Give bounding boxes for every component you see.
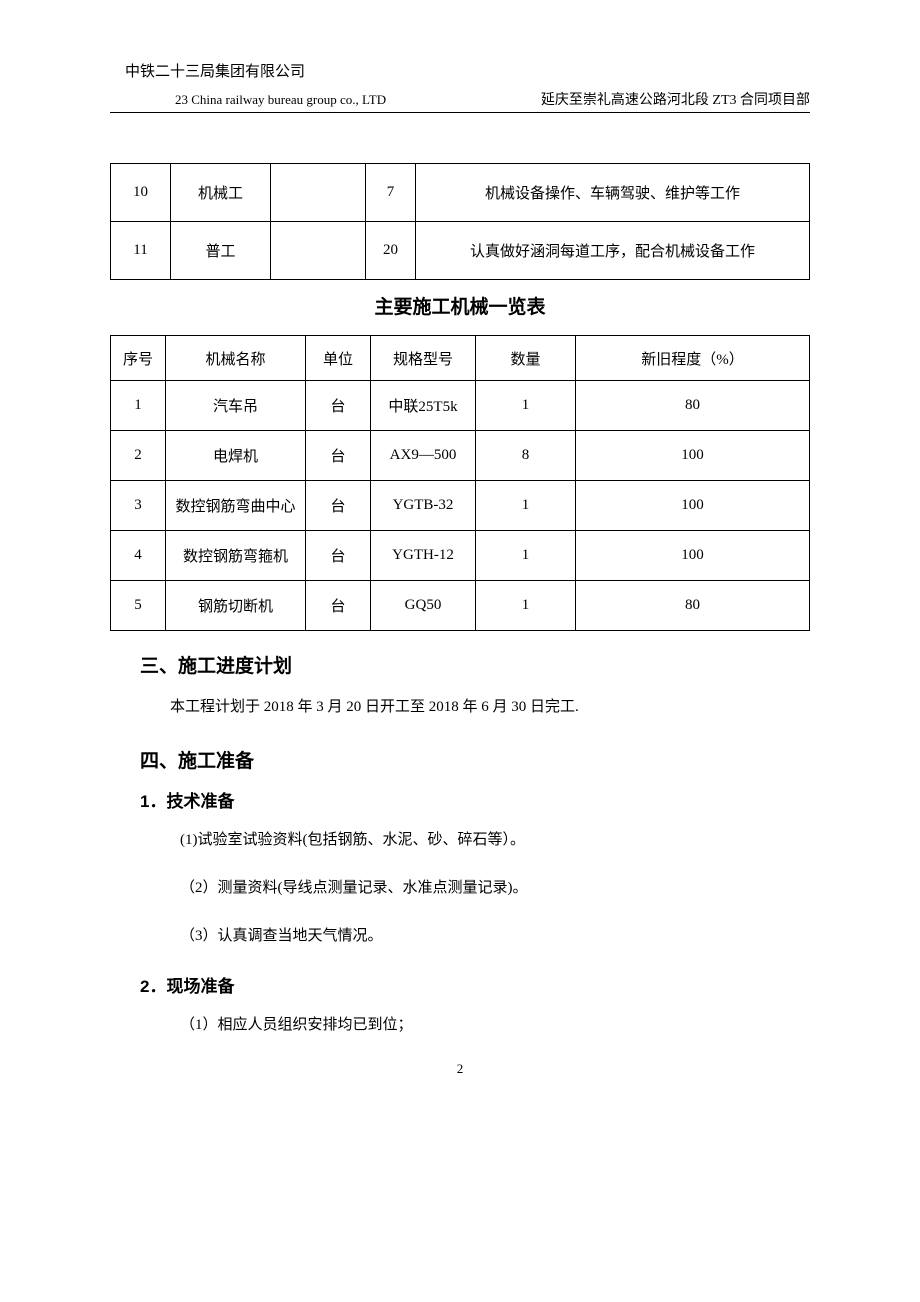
table-cell: 1	[476, 531, 576, 581]
table-cell: 台	[306, 481, 371, 531]
table-cell: 汽车吊	[166, 381, 306, 431]
header-unit: 单位	[306, 336, 371, 381]
table-cell: 10	[111, 164, 171, 222]
table-cell: 机械工	[171, 164, 271, 222]
machinery-header-row: 序号 机械名称 单位 规格型号 数量 新旧程度（%）	[111, 336, 810, 381]
table-cell: 机械设备操作、车辆驾驶、维护等工作	[416, 164, 810, 222]
table-row: 3数控钢筋弯曲中心台YGTB-321100	[111, 481, 810, 531]
section4-heading: 四、施工准备	[140, 746, 810, 773]
table-cell: 数控钢筋弯箍机	[166, 531, 306, 581]
list-item: (1)试验室试验资料(包括钢筋、水泥、砂、碎石等）。	[180, 828, 810, 852]
personnel-table-body: 10机械工 7机械设备操作、车辆驾驶、维护等工作 11普工 20认真做好涵洞每道工序，…	[111, 164, 810, 280]
table-cell: 100	[576, 531, 810, 581]
table-cell: 1	[476, 381, 576, 431]
table-cell: 普工	[171, 222, 271, 280]
table-cell: YGTH-12	[371, 531, 476, 581]
header-qty: 数量	[476, 336, 576, 381]
table-cell: 1	[476, 581, 576, 631]
table-cell: 80	[576, 381, 810, 431]
header-model: 规格型号	[371, 336, 476, 381]
table-cell: 80	[576, 581, 810, 631]
table-row: 5钢筋切断机台GQ50180	[111, 581, 810, 631]
header-name: 机械名称	[166, 336, 306, 381]
table-cell: 台	[306, 531, 371, 581]
list-item: （2）测量资料(导线点测量记录、水准点测量记录)。	[180, 876, 810, 900]
table-row: 11普工 20认真做好涵洞每道工序，配合机械设备工作	[111, 222, 810, 280]
header-cond: 新旧程度（%）	[576, 336, 810, 381]
table-row: 2电焊机台AX9—5008100	[111, 431, 810, 481]
table-cell: 2	[111, 431, 166, 481]
table-cell: 4	[111, 531, 166, 581]
list-item: （3）认真调查当地天气情况。	[180, 924, 810, 948]
table-row: 1汽车吊台中联25T5k180	[111, 381, 810, 431]
machinery-table-title: 主要施工机械一览表	[110, 292, 810, 319]
table-cell: 中联25T5k	[371, 381, 476, 431]
table-cell: 1	[476, 481, 576, 531]
table-cell: GQ50	[371, 581, 476, 631]
table-cell: 电焊机	[166, 431, 306, 481]
table-cell: 11	[111, 222, 171, 280]
table-cell: 8	[476, 431, 576, 481]
list-item: （1）相应人员组织安排均已到位；	[180, 1013, 810, 1037]
table-row: 4数控钢筋弯箍机台YGTH-121100	[111, 531, 810, 581]
table-cell: AX9—500	[371, 431, 476, 481]
table-cell: 5	[111, 581, 166, 631]
table-cell: 100	[576, 431, 810, 481]
table-row: 10机械工 7机械设备操作、车辆驾驶、维护等工作	[111, 164, 810, 222]
table-cell: 20	[366, 222, 416, 280]
table-cell: 认真做好涵洞每道工序，配合机械设备工作	[416, 222, 810, 280]
table-cell: 3	[111, 481, 166, 531]
personnel-table: 10机械工 7机械设备操作、车辆驾驶、维护等工作 11普工 20认真做好涵洞每道工序，…	[110, 163, 810, 280]
table-cell: 7	[366, 164, 416, 222]
header-no: 序号	[111, 336, 166, 381]
header-company-en: 23 China railway bureau group co., LTD	[110, 92, 386, 108]
section4-sub2-heading: 2．现场准备	[140, 972, 810, 997]
section4-sub1-heading: 1．技术准备	[140, 787, 810, 812]
machinery-table: 序号 机械名称 单位 规格型号 数量 新旧程度（%） 1汽车吊台中联25T5k1…	[110, 335, 810, 631]
table-cell: 台	[306, 381, 371, 431]
header-project: 延庆至崇礼高速公路河北段 ZT3 合同项目部	[541, 89, 810, 109]
header-line: 23 China railway bureau group co., LTD 延…	[110, 89, 810, 113]
table-cell	[271, 164, 366, 222]
header-company: 中铁二十三局集团有限公司	[110, 60, 810, 81]
table-cell: 1	[111, 381, 166, 431]
table-cell: 台	[306, 431, 371, 481]
table-cell: 台	[306, 581, 371, 631]
table-cell: 100	[576, 481, 810, 531]
page-number: 2	[110, 1061, 810, 1077]
table-cell: 数控钢筋弯曲中心	[166, 481, 306, 531]
machinery-table-body: 1汽车吊台中联25T5k1802电焊机台AX9—50081003数控钢筋弯曲中心…	[111, 381, 810, 631]
section3-body: 本工程计划于 2018 年 3 月 20 日开工至 2018 年 6 月 30 …	[170, 692, 810, 722]
table-cell	[271, 222, 366, 280]
table-cell: 钢筋切断机	[166, 581, 306, 631]
section3-heading: 三、施工进度计划	[140, 651, 810, 678]
table-cell: YGTB-32	[371, 481, 476, 531]
